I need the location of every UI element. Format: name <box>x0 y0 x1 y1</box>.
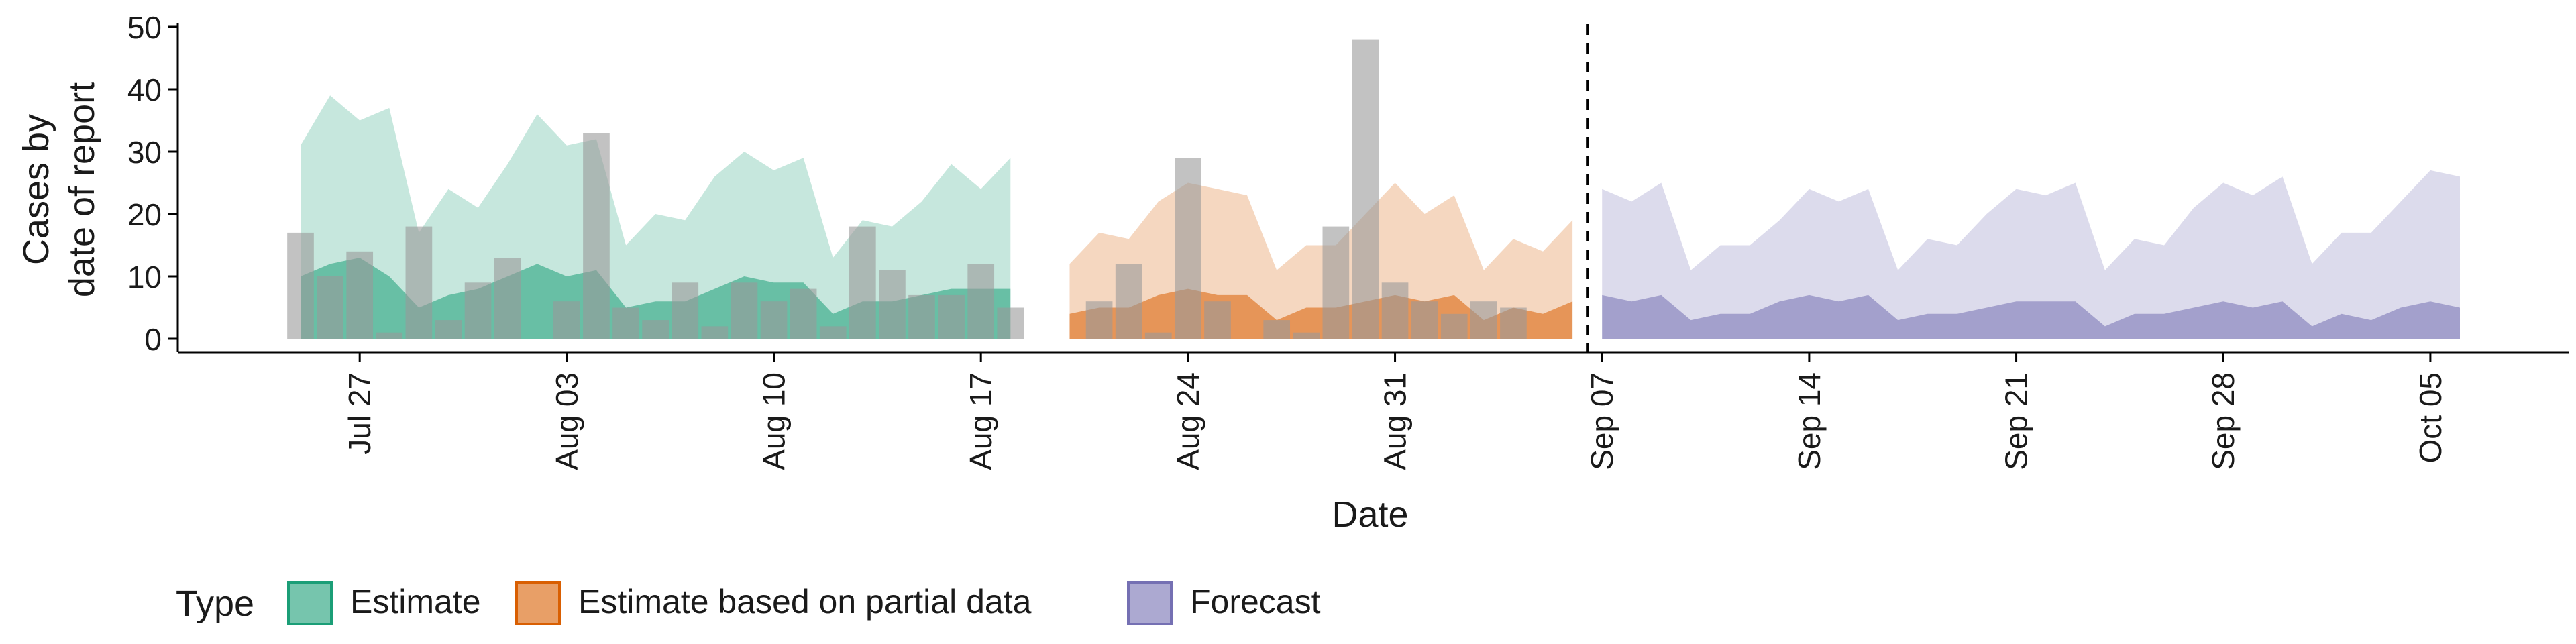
legend-swatch-forecast <box>1127 581 1173 625</box>
y-tick-label: 50 <box>127 10 162 45</box>
reported-bar <box>1085 301 1113 339</box>
reported-bar <box>967 264 995 339</box>
reported-bar <box>790 288 817 339</box>
reported-bar <box>346 251 374 339</box>
y-tick-label: 10 <box>127 260 162 294</box>
reported-bar <box>1500 307 1527 339</box>
y-axis-label-line-2: date of report <box>62 82 102 297</box>
axes-layer <box>176 23 2569 354</box>
reported-bar <box>879 270 906 339</box>
reported-bar <box>287 232 314 339</box>
ribbon-90-forecast <box>1602 170 2460 339</box>
reported-bar <box>1352 39 1379 339</box>
y-axis-label-line-1: Cases by <box>16 114 56 265</box>
reported-bar <box>1144 332 1172 339</box>
reported-bar <box>376 332 403 339</box>
x-tick-label: Aug 17 <box>963 372 998 470</box>
ribbon-50-forecast <box>1602 294 2460 339</box>
reported-bars-layer <box>287 39 1527 339</box>
x-tick-label: Jul 27 <box>342 372 377 455</box>
x-tick-label: Sep 21 <box>1999 372 2034 470</box>
y-tick-label: 40 <box>127 72 162 107</box>
ribbon-layer <box>301 95 2460 339</box>
x-tick-label: Aug 31 <box>1378 372 1413 470</box>
legend-title: Type <box>176 584 254 624</box>
reported-bar <box>1322 226 1350 339</box>
reported-bar <box>849 226 876 339</box>
reported-bar <box>760 301 788 339</box>
y-tick-label: 0 <box>144 322 162 357</box>
reported-bar <box>1263 320 1291 339</box>
reported-bar <box>908 294 935 339</box>
reported-bar <box>1293 332 1320 339</box>
reported-bar <box>819 326 847 339</box>
reported-bar <box>494 258 521 339</box>
x-tick-label: Sep 28 <box>2206 372 2241 470</box>
y-tick-label: 30 <box>127 135 162 170</box>
reported-bar <box>642 320 669 339</box>
reported-bar <box>464 282 492 339</box>
reported-bar <box>1440 313 1468 339</box>
reported-bar <box>1411 301 1438 339</box>
y-ticks: 0 10 20 30 40 50 <box>127 10 178 357</box>
legend-label-estimate: Estimate <box>350 583 481 621</box>
reported-bar <box>583 133 610 339</box>
x-tick-label: Aug 10 <box>757 372 792 470</box>
x-tick-label: Sep 14 <box>1792 372 1827 470</box>
x-axis-label: Date <box>1332 494 1408 535</box>
reported-bar <box>1470 301 1497 339</box>
reported-bar <box>1115 264 1142 339</box>
legend: Type Estimate Estimate based on partial d… <box>176 581 1321 625</box>
legend-swatch-estimate <box>287 581 333 625</box>
reported-bar <box>317 276 343 339</box>
reported-bar <box>435 320 462 339</box>
reported-bar <box>672 282 699 339</box>
reported-bar <box>997 307 1024 339</box>
y-tick-label: 20 <box>127 197 162 232</box>
x-tick-label: Aug 24 <box>1171 372 1205 470</box>
ribbon-90-estimate <box>301 95 1011 339</box>
legend-label-estimate-based-on-partial-data: Estimate based on partial data <box>578 583 1032 621</box>
x-ticks: Jul 27 Aug 03 Aug 10 Aug 17 Aug 24 Aug 31 Sep … <box>342 352 2448 470</box>
reported-bar <box>1175 158 1201 339</box>
reported-bar <box>1381 282 1409 339</box>
reported-bar <box>701 326 729 339</box>
legend-label-forecast: Forecast <box>1190 583 1321 621</box>
reported-bar <box>938 294 965 339</box>
legend-swatch-estimate-based-on-partial-data <box>515 581 561 625</box>
reported-bar <box>731 282 758 339</box>
x-tick-label: Aug 03 <box>549 372 584 470</box>
reported-bar <box>1204 301 1231 339</box>
x-tick-label: Sep 07 <box>1585 372 1619 470</box>
reported-bar <box>405 226 433 339</box>
x-tick-label: Oct 05 <box>2413 372 2448 464</box>
reported-bar <box>553 301 580 339</box>
reported-bar <box>612 307 639 339</box>
